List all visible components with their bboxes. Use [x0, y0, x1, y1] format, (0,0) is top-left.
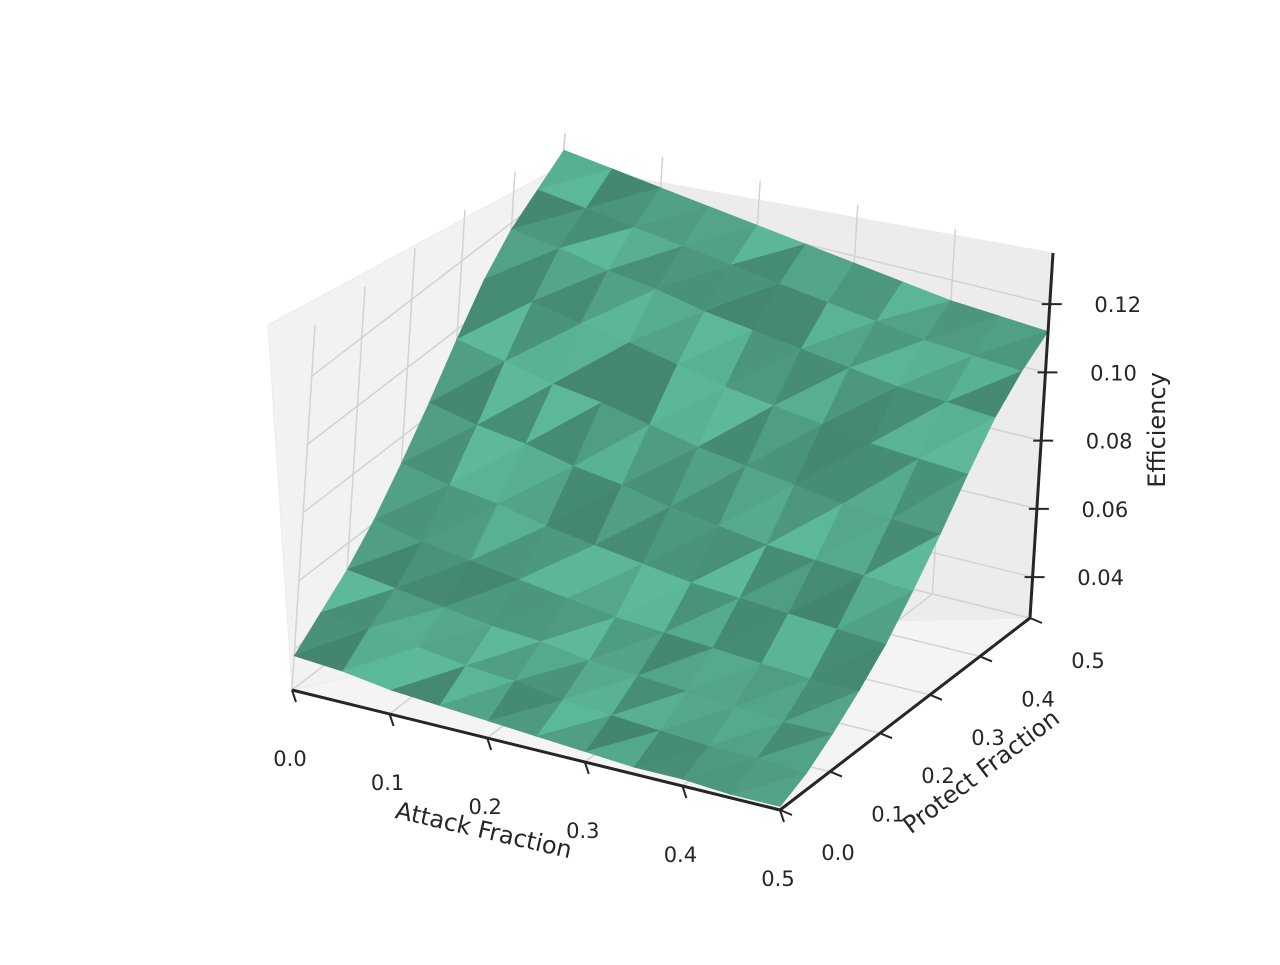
surface-facet — [730, 773, 807, 807]
y-tick-label: 0.5 — [1071, 649, 1104, 673]
y-tick-label: 0.0 — [821, 841, 854, 865]
x-tick — [486, 737, 493, 751]
x-tick — [779, 809, 785, 823]
x-tick-label: 0.3 — [566, 819, 599, 843]
x-tick-label: 0.4 — [664, 843, 697, 867]
x-tick-label: 0.1 — [371, 771, 404, 795]
x-tick-label: 0.2 — [468, 795, 501, 819]
z-tick-label: 0.08 — [1086, 430, 1133, 454]
y-tick — [879, 732, 893, 740]
y-tick — [1029, 617, 1043, 624]
y-tick — [779, 809, 793, 816]
z-axis-label: Efficiency — [1143, 372, 1171, 488]
z-tick-label: 0.04 — [1077, 566, 1124, 590]
y-tick-label: 0.4 — [1021, 687, 1054, 711]
ticks: 0.0 0.1 0.2 0.3 0.4 0.5 0.0 0.1 0.2 0.3 0.4 0.5 0.04… — [273, 293, 1141, 891]
y-tick-label: 0.3 — [971, 726, 1004, 750]
x-tick-label: 0.5 — [761, 867, 794, 891]
x-tick — [681, 785, 688, 799]
z-axis-line — [1028, 252, 1055, 619]
y-tick — [929, 693, 943, 701]
x-axis-line — [291, 688, 781, 812]
y-axis-line — [779, 616, 1031, 812]
x-tick-label: 0.0 — [273, 747, 306, 771]
surface — [293, 149, 1050, 807]
x-tick — [291, 689, 297, 703]
y-tick-label: 0.1 — [871, 803, 904, 827]
y-tick-label: 0.2 — [921, 764, 954, 788]
y-tick — [979, 655, 993, 663]
z-tick-label: 0.12 — [1094, 293, 1141, 317]
y-tick — [829, 770, 843, 778]
x-tick — [583, 761, 590, 775]
x-tick — [388, 713, 395, 727]
z-tick-label: 0.10 — [1090, 361, 1137, 385]
z-tick-label: 0.06 — [1081, 498, 1128, 522]
